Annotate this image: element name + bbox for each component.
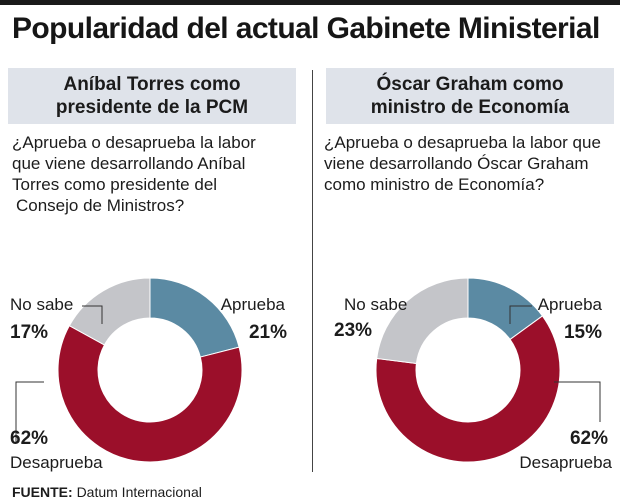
slice-no-sabe [376, 277, 469, 365]
pct-desaprueba: 62% [10, 428, 48, 449]
question-line: viene desarrollando Óscar Graham [324, 154, 589, 173]
slice-desaprueba [57, 324, 243, 463]
donut-chart: No sabe 23% Aprueba 15% 62% Desaprueba [334, 277, 613, 472]
question-line: ¿Aprueba o desaprueba la labor que [324, 133, 601, 152]
panel-header: Aníbal Torres como presidente de la PCM [8, 68, 296, 124]
pct-no-sabe: 23% [334, 320, 372, 341]
question-line: ¿Aprueba o desaprueba la labor [12, 133, 256, 152]
donut-slices [375, 277, 561, 463]
label-aprueba: Aprueba [538, 295, 603, 314]
label-no-sabe: No sabe [344, 295, 407, 314]
leader-line-desaprueba [554, 381, 601, 422]
label-aprueba: Aprueba [221, 295, 286, 314]
label-desaprueba: Desaprueba [519, 453, 612, 472]
pct-desaprueba: 62% [570, 428, 608, 449]
pct-aprueba: 21% [249, 322, 287, 343]
question-line: Consejo de Ministros? [16, 196, 185, 215]
panel-oscar-graham: Óscar Graham como ministro de Economía ¿… [318, 66, 618, 476]
panel-header-line: Óscar Graham como [376, 74, 564, 95]
pct-no-sabe: 17% [10, 322, 48, 343]
leader-line-desaprueba [15, 381, 44, 442]
source-note: FUENTE: Datum Internacional [12, 484, 202, 500]
question-line: que viene desarrollando Aníbal [12, 154, 246, 173]
slice-no-sabe [68, 277, 151, 346]
survey-question: ¿Aprueba o desaprueba la labor que viene… [12, 132, 302, 216]
source-text: Datum Internacional [76, 484, 202, 500]
label-desaprueba: Desaprueba [10, 453, 103, 472]
donut-chart: No sabe 17% Aprueba 21% 62% Desaprueba [10, 277, 287, 472]
leader-line-aprueba [509, 305, 532, 324]
pct-aprueba: 15% [564, 322, 602, 343]
source-label: FUENTE: [12, 484, 73, 500]
question-line: como ministro de Economía? [324, 175, 545, 194]
top-rule [0, 0, 620, 5]
donut-slices [57, 277, 243, 463]
page-title: Popularidad del actual Gabinete Minister… [12, 12, 600, 45]
question-line: Torres como presidente del [12, 175, 218, 194]
panel-header-line: presidente de la PCM [55, 97, 249, 118]
panel-anibal-torres: Aníbal Torres como presidente de la PCM … [0, 66, 300, 476]
leader-line-no-sabe [82, 305, 103, 324]
slice-aprueba [149, 277, 240, 358]
label-no-sabe: No sabe [10, 295, 73, 314]
survey-question: ¿Aprueba o desaprueba la labor que viene… [324, 132, 614, 195]
slice-desaprueba [375, 315, 561, 463]
panel-header-line: ministro de Economía [370, 97, 570, 118]
panel-divider [312, 70, 313, 472]
panel-header-line: Aníbal Torres como [63, 74, 241, 95]
panel-header: Óscar Graham como ministro de Economía [326, 68, 614, 124]
